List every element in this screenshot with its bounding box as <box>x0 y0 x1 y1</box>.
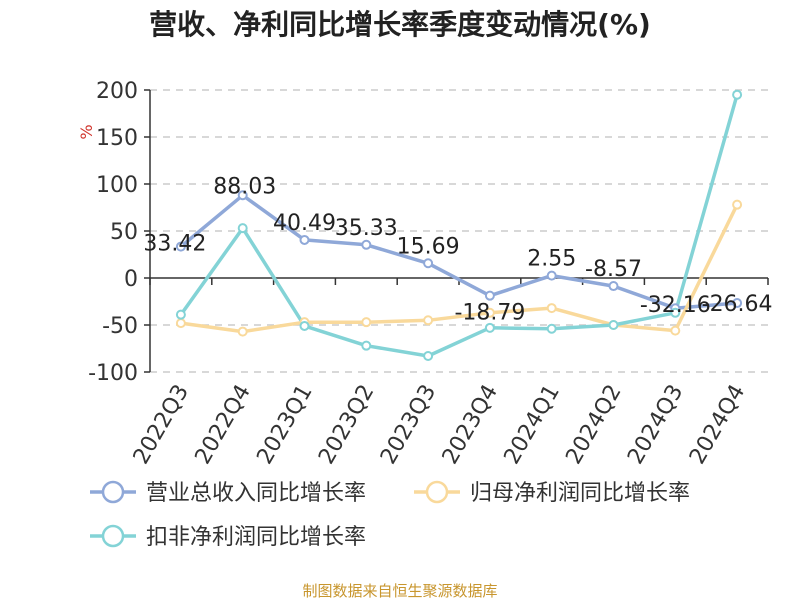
y-tick-label: -50 <box>102 314 138 339</box>
x-tick-label: 2023Q3 <box>376 381 441 469</box>
data-point <box>237 190 248 201</box>
data-label: 33.42 <box>143 232 206 257</box>
y-tick-label: 200 <box>96 79 138 104</box>
x-tick-label: 2022Q4 <box>191 381 256 469</box>
y-tick-label: -100 <box>88 361 138 386</box>
legend-item-0[interactable]: 营业总收入同比增长率 <box>90 480 366 506</box>
y-tick-label: 50 <box>110 220 138 245</box>
data-point <box>546 303 557 314</box>
legend-swatch-marker <box>425 480 449 504</box>
data-point <box>670 307 681 318</box>
data-point <box>299 234 310 245</box>
y-tick-label: 100 <box>96 173 138 198</box>
series-line-0 <box>179 193 738 310</box>
x-tick-label: 2022Q3 <box>129 381 194 469</box>
x-tick-label: 2023Q2 <box>314 381 379 469</box>
y-tick-labels: 200 150 100 50 0 -50 -100 <box>88 79 138 386</box>
y-tick-label: 0 <box>124 267 138 292</box>
data-point <box>732 199 743 210</box>
data-point <box>423 351 434 362</box>
x-tick-label: 2024Q3 <box>623 381 688 469</box>
data-point <box>732 89 743 100</box>
y-axis-unit: % <box>77 124 96 139</box>
legend-item-1[interactable]: 归母净利润同比增长率 <box>414 480 690 506</box>
x-tick-label: 2024Q1 <box>500 381 565 469</box>
x-tick-label: 2024Q4 <box>685 381 750 469</box>
data-label: 40.49 <box>273 211 336 236</box>
series-points <box>175 89 743 362</box>
data-point <box>484 290 495 301</box>
data-point <box>361 239 372 250</box>
data-point <box>670 325 681 336</box>
series-line-2 <box>179 94 739 358</box>
y-tick-label: 150 <box>96 126 138 151</box>
series-line-1 <box>180 203 739 334</box>
data-point <box>608 320 619 330</box>
data-label: 35.33 <box>335 216 398 241</box>
data-label: -18.79 <box>454 301 525 326</box>
data-label: -8.57 <box>585 257 642 282</box>
data-point <box>175 318 186 329</box>
source-note: 制图数据来自恒生聚源数据库 <box>302 582 497 600</box>
data-label: -26.64 <box>702 292 773 317</box>
data-label: 15.69 <box>397 234 460 259</box>
legend-label: 扣非净利润同比增长率 <box>146 525 366 550</box>
data-point <box>484 322 495 333</box>
legend-label: 归母净利润同比增长率 <box>470 481 690 506</box>
data-point <box>546 323 557 334</box>
data-label: -32.16 <box>640 293 711 318</box>
data-label: 88.03 <box>213 174 276 199</box>
data-label: 2.55 <box>527 247 576 272</box>
data-point <box>423 258 434 269</box>
legend-swatch-marker <box>101 524 125 548</box>
data-point <box>299 320 310 331</box>
data-point <box>175 241 186 252</box>
legend-swatch-marker <box>101 480 125 504</box>
legend-item-2[interactable]: 扣非净利润同比增长率 <box>90 524 366 550</box>
data-point <box>361 340 372 351</box>
x-tick-label: 2023Q4 <box>438 381 503 469</box>
chart-title: 营收、净利同比增长率季度变动情况(%) <box>149 8 651 41</box>
legend-label: 营业总收入同比增长率 <box>146 481 366 506</box>
data-point <box>237 223 248 234</box>
data-point <box>237 326 248 337</box>
data-point <box>423 315 434 326</box>
series-lines <box>179 94 739 358</box>
data-point <box>484 307 495 318</box>
data-point <box>546 270 557 281</box>
x-tick-label: 2023Q1 <box>252 381 317 469</box>
data-point <box>361 317 372 328</box>
data-point <box>732 298 743 309</box>
x-tick-labels: 2022Q32022Q42023Q12023Q22023Q32023Q42024… <box>129 381 751 469</box>
x-tick-label: 2024Q2 <box>561 381 626 469</box>
data-point <box>175 309 186 320</box>
data-point <box>608 281 619 292</box>
